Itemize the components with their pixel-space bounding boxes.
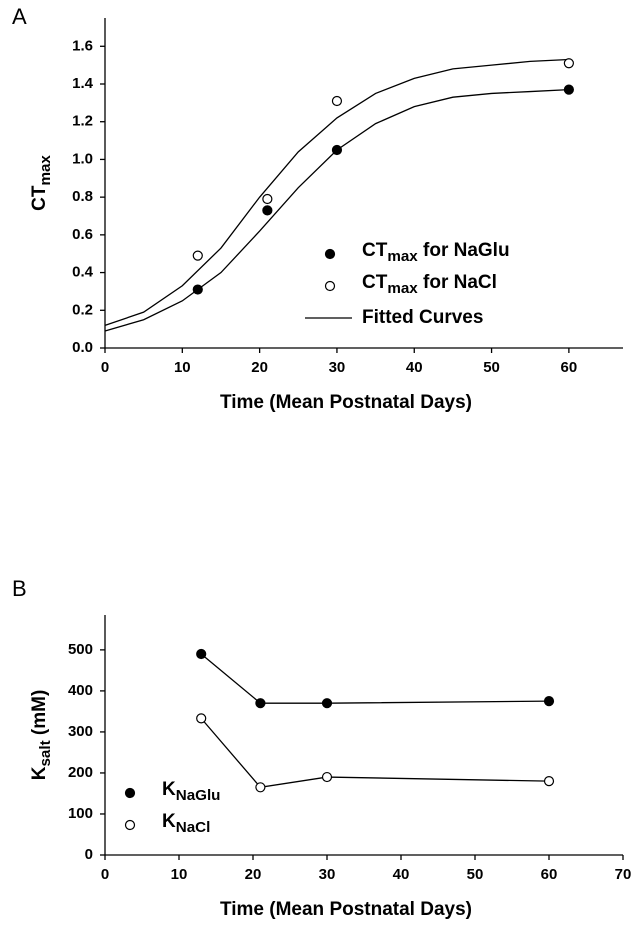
x-axis-label: Time (Mean Postnatal Days) xyxy=(220,899,472,920)
y-tick-label: 100 xyxy=(68,805,93,822)
legend-label: CTmax for NaGlu xyxy=(362,240,510,265)
legend-label: KNaGlu xyxy=(162,779,220,804)
y-tick-label: 200 xyxy=(68,764,93,781)
x-tick-label: 60 xyxy=(541,866,558,883)
data-point xyxy=(262,205,273,216)
y-axis-label-part: (mM) xyxy=(29,690,50,741)
y-axis-label-part: salt xyxy=(37,740,54,766)
legend-label-part: max xyxy=(387,280,418,297)
x-tick-label: 40 xyxy=(393,866,410,883)
data-point xyxy=(331,144,343,156)
x-tick-label: 0 xyxy=(101,359,109,376)
legend-label-part: for NaCl xyxy=(418,272,497,293)
y-axis-label: Ksalt (mM) xyxy=(29,690,54,781)
legend-label: CTmax for NaCl xyxy=(362,272,497,297)
y-tick-label: 0 xyxy=(85,846,93,863)
x-tick-label: 60 xyxy=(561,359,578,376)
data-point xyxy=(255,782,266,793)
x-tick-label: 50 xyxy=(483,359,500,376)
data-point xyxy=(543,776,555,787)
y-tick-label: 0.4 xyxy=(72,264,94,281)
panel-label: A xyxy=(12,4,27,29)
y-tick-label: 1.4 xyxy=(72,75,94,92)
x-tick-label: 50 xyxy=(467,866,484,883)
x-tick-label: 30 xyxy=(329,359,346,376)
y-axis-label-part: CT xyxy=(29,185,50,211)
data-point xyxy=(543,696,555,707)
data-point xyxy=(331,95,343,107)
data-point xyxy=(563,84,574,95)
legend-marker xyxy=(124,819,136,831)
y-tick-label: 500 xyxy=(68,641,93,658)
x-tick-label: 20 xyxy=(251,359,268,376)
data-point xyxy=(321,698,333,709)
y-axis-label: CTmax xyxy=(29,155,54,211)
legend-label: Fitted Curves xyxy=(362,307,483,328)
y-tick-label: 0.2 xyxy=(72,301,93,318)
x-tick-label: 40 xyxy=(406,359,423,376)
data-point xyxy=(196,648,207,660)
legend-label-part: NaCl xyxy=(176,819,211,836)
data-point xyxy=(192,284,203,295)
panel-label: B xyxy=(12,576,27,601)
y-tick-label: 0.8 xyxy=(72,188,93,205)
y-axis-label-part: K xyxy=(29,766,50,780)
fitted-curve xyxy=(104,89,569,332)
data-point xyxy=(262,193,273,205)
legend-marker xyxy=(324,280,336,292)
legend-marker xyxy=(124,787,136,799)
x-tick-label: 0 xyxy=(101,866,109,883)
data-point xyxy=(321,771,333,783)
legend-label: KNaCl xyxy=(162,811,210,836)
y-tick-label: 1.0 xyxy=(72,150,93,167)
x-tick-label: 30 xyxy=(319,866,336,883)
legend-label-part: K xyxy=(162,779,176,800)
y-tick-label: 0.0 xyxy=(72,339,93,356)
y-tick-label: 1.6 xyxy=(72,37,93,54)
x-tick-label: 10 xyxy=(171,866,188,883)
legend-label-part: max xyxy=(387,248,418,265)
x-tick-label: 10 xyxy=(174,359,191,376)
data-point xyxy=(196,713,207,724)
legend-marker xyxy=(324,248,336,260)
fitted-curve xyxy=(104,58,569,326)
data-point xyxy=(192,250,203,261)
legend-label-part: CT xyxy=(362,240,388,261)
x-axis-label: Time (Mean Postnatal Days) xyxy=(220,392,472,413)
series-line xyxy=(200,717,550,789)
legend-label-part: K xyxy=(162,811,176,832)
y-tick-label: 300 xyxy=(68,723,93,740)
x-tick-label: 70 xyxy=(615,866,632,883)
x-tick-label: 20 xyxy=(245,866,262,883)
y-tick-label: 1.2 xyxy=(72,113,93,130)
y-tick-label: 0.6 xyxy=(72,226,93,243)
y-axis-label-part: max xyxy=(37,155,54,186)
data-point xyxy=(255,698,266,709)
y-tick-label: 400 xyxy=(68,682,93,699)
data-point xyxy=(563,58,574,69)
legend-label-part: for NaGlu xyxy=(418,240,510,261)
series-line xyxy=(200,653,550,704)
legend-label-part: CT xyxy=(362,272,388,293)
legend-label-part: NaGlu xyxy=(176,787,221,804)
